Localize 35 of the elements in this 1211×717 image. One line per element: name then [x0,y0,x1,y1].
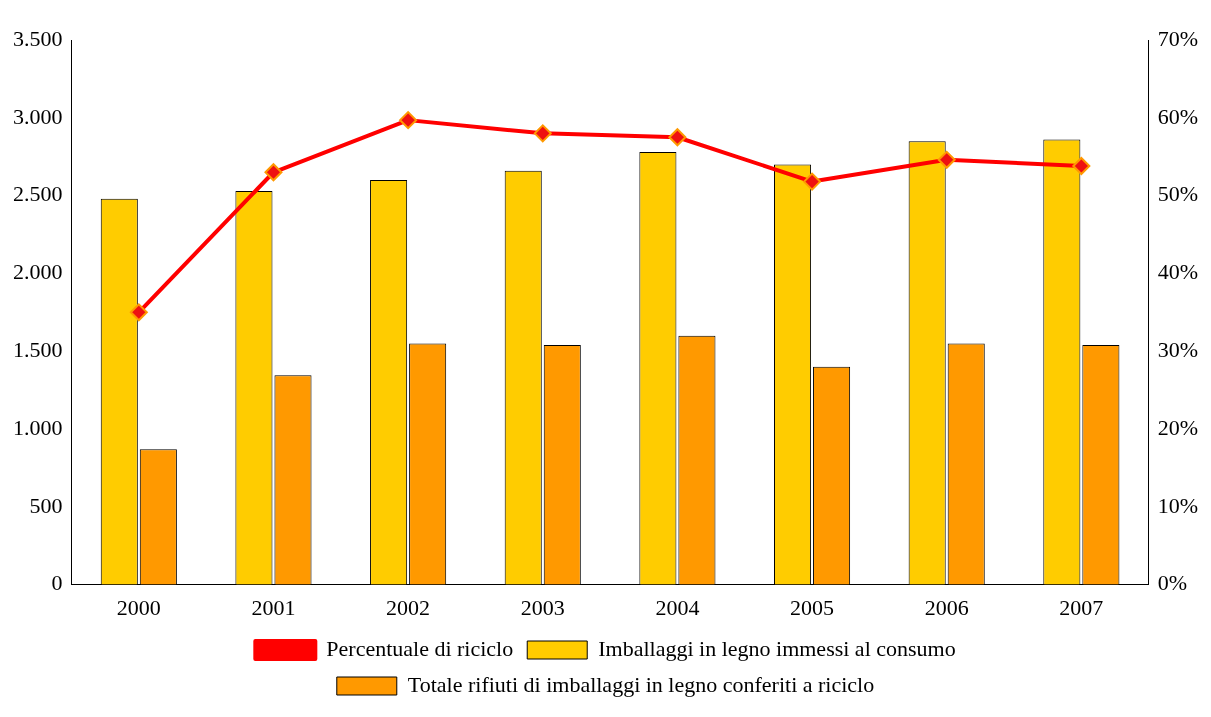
x-tick-label: 2003 [520,594,565,620]
y-tick-label: 1.500 [13,336,63,362]
x-tick-label: 2006 [924,594,969,620]
y-tick-label: 1.000 [13,414,63,440]
x-tick-label: 2000 [116,594,161,620]
y-tick-label: 500 [29,492,63,518]
point [668,128,687,147]
y2-tick-label: 20% [1157,414,1198,440]
y-tick-label: 2.000 [13,259,63,285]
legend-label: Percentuale di riciclo [326,635,514,661]
x-tick-label: 2002 [386,594,431,620]
y2-tick-label: 60% [1157,103,1198,129]
y2-tick-label: 70% [1157,25,1198,51]
y-tick-label: 2.500 [13,181,63,207]
point [533,124,552,143]
y-tick-label: 0 [51,570,63,596]
point [1072,157,1091,176]
legend-label: Imballaggi in legno immessi al consumo [598,635,956,661]
x-tick-label: 2004 [655,594,700,620]
point [129,303,148,322]
legend-label: Totale rifiuti di imballaggi in legno conferiti a riciclo [407,671,875,697]
y2-tick-label: 30% [1157,336,1198,362]
point [937,150,956,169]
y-tick-label: 3.500 [13,25,63,51]
point [803,172,822,191]
y2-tick-label: 40% [1157,259,1198,285]
point [264,163,283,182]
y2-tick-label: 50% [1157,181,1198,207]
y2-tick-label: 0% [1157,570,1187,596]
x-tick-label: 2005 [790,594,835,620]
x-tick-label: 2001 [251,594,296,620]
y-tick-label: 3.000 [13,103,63,129]
x-tick-label: 2007 [1059,594,1104,620]
y2-tick-label: 10% [1157,492,1198,518]
point [399,111,418,130]
